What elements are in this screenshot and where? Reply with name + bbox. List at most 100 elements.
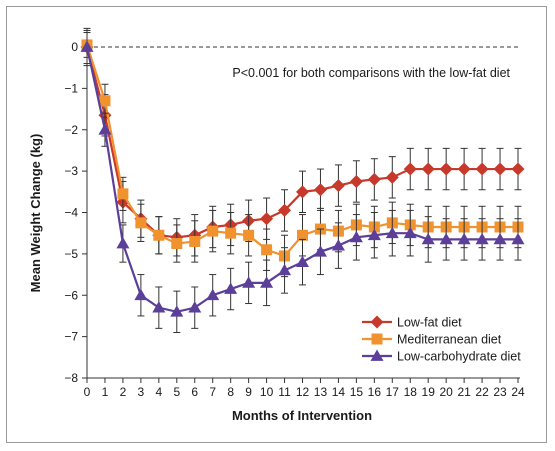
data-point <box>331 179 345 193</box>
y-tick-label: −6 <box>64 288 78 302</box>
y-ticks: 0 −1 −2 −3 −4 −5 −6 −7 −8 <box>64 40 87 385</box>
series-triangle <box>80 29 525 333</box>
legend-item: Mediterranean diet <box>362 333 502 347</box>
data-point <box>80 40 94 52</box>
data-point <box>421 162 435 176</box>
legend-label: Mediterranean diet <box>397 333 502 347</box>
x-tick-label: 19 <box>422 385 436 399</box>
x-tick-label: 14 <box>332 385 346 399</box>
data-point <box>493 162 507 176</box>
data-point <box>98 123 112 135</box>
legend-item: Low-fat diet <box>362 315 462 330</box>
data-point <box>367 172 381 186</box>
legend-item: Low-carbohydrate diet <box>362 349 521 364</box>
x-tick-label: 22 <box>475 385 489 399</box>
data-point <box>297 229 308 241</box>
y-tick-label: −8 <box>64 371 78 385</box>
data-point <box>170 305 184 317</box>
x-tick-label: 6 <box>191 385 198 399</box>
data-point <box>278 203 292 217</box>
data-point <box>225 227 237 239</box>
axes: 0−1−2−3−4−5−6−7−8 0 1 2 3 4 5 6 7 8 9 10 11 12 13 14 15… <box>64 39 525 399</box>
data-point <box>261 244 273 256</box>
x-tick-label: 15 <box>350 385 364 399</box>
data-point <box>117 188 129 200</box>
legend-marker <box>370 349 384 361</box>
x-tick-label: 24 <box>511 385 525 399</box>
data-point <box>403 162 417 176</box>
data-point <box>135 217 147 229</box>
y-tick-label: −7 <box>64 330 78 344</box>
x-tick-label: 1 <box>102 385 109 399</box>
y-axis-title: Mean Weight Change (kg) <box>28 134 43 293</box>
y-tick-label: −2 <box>64 123 78 137</box>
data-point <box>134 288 148 301</box>
data-point <box>260 212 274 226</box>
data-point <box>153 229 165 241</box>
x-tick-label: 11 <box>278 385 291 399</box>
data-point <box>242 276 256 288</box>
x-tick-label: 20 <box>439 385 453 399</box>
data-point <box>349 174 363 188</box>
significance-annotation: P<0.001 for both comparisons with the lo… <box>232 66 510 80</box>
data-point <box>207 225 219 237</box>
y-tick-label: −1 <box>64 81 78 95</box>
data-point <box>260 276 274 288</box>
data-point <box>385 170 399 184</box>
y-tick-label: −4 <box>64 206 78 220</box>
data-point <box>475 162 489 176</box>
data-point <box>278 263 292 276</box>
data-point <box>367 228 381 241</box>
legend-marker <box>371 333 383 345</box>
legend: Low-fat diet Mediterranean diet Low-carboh… <box>362 315 521 364</box>
x-tick-label: 18 <box>404 385 418 399</box>
x-tick-label: 4 <box>155 385 162 399</box>
data-point <box>152 301 166 313</box>
legend-marker <box>370 315 384 329</box>
data-point <box>439 232 453 245</box>
data-point <box>206 288 220 301</box>
data-point <box>171 238 183 250</box>
x-tick-label: 12 <box>296 385 310 399</box>
y-tick-label: 0 <box>71 40 78 54</box>
x-tick-label: 10 <box>260 385 274 399</box>
data-point <box>421 232 435 245</box>
x-ticks: 0 1 2 3 4 5 6 7 8 9 10 11 12 13 14 15 16 17 18 19 20 21 22 23 24 <box>84 378 525 399</box>
legend-label: Low-carbohydrate diet <box>397 350 521 364</box>
y-tick-label: −3 <box>64 164 78 178</box>
data-point <box>349 230 363 243</box>
data-point <box>296 185 309 199</box>
x-tick-label: 9 <box>245 385 252 399</box>
data-point <box>224 282 238 294</box>
x-tick-label: 7 <box>209 385 216 399</box>
data-point <box>99 95 111 107</box>
data-point <box>385 226 399 239</box>
data-point <box>296 255 309 268</box>
data-point <box>313 245 327 257</box>
data-point <box>189 235 201 247</box>
data-point <box>439 162 453 176</box>
x-tick-label: 2 <box>120 385 127 399</box>
x-tick-label: 17 <box>386 385 400 399</box>
data-point <box>243 229 255 241</box>
data-point <box>331 239 345 251</box>
data-point <box>457 232 471 245</box>
data-point <box>511 232 525 245</box>
data-point <box>403 226 417 239</box>
x-tick-label: 23 <box>493 385 507 399</box>
data-point <box>313 183 327 197</box>
data-point <box>493 232 507 245</box>
series-layer <box>80 27 525 333</box>
data-point <box>116 237 130 249</box>
data-point <box>511 162 525 176</box>
x-tick-label: 21 <box>457 385 471 399</box>
x-tick-label: 5 <box>173 385 180 399</box>
x-tick-label: 16 <box>368 385 382 399</box>
data-point <box>188 301 202 313</box>
x-tick-label: 3 <box>138 385 145 399</box>
x-tick-label: 0 <box>84 385 91 399</box>
legend-label: Low-fat diet <box>397 316 462 330</box>
data-point <box>475 232 489 245</box>
data-point <box>457 162 471 176</box>
